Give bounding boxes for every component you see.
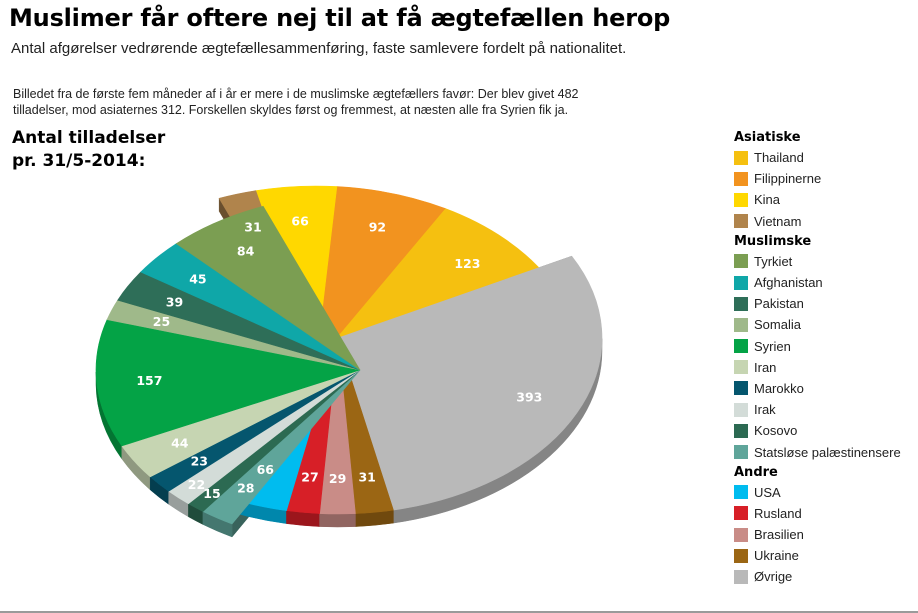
legend-label: Irak <box>754 402 776 418</box>
pie-labels: 1239266313933129276628152223441572539458… <box>136 214 542 501</box>
legend-item-statslose-palaestinensere: Statsløse palæstinensere <box>734 441 918 462</box>
legend-swatch <box>734 506 748 521</box>
value-label-syrien: 157 <box>136 373 162 388</box>
value-label-iran: 44 <box>171 436 189 451</box>
value-label-ovrige: 393 <box>516 390 542 405</box>
pie-slice-tyrkiet <box>175 205 361 371</box>
legend-label: Pakistan <box>754 296 804 312</box>
legend-swatch <box>734 296 748 311</box>
pie-side-brasilien <box>319 513 356 528</box>
legend-item-irak: Irak <box>734 399 918 420</box>
value-label-filippinerne: 92 <box>369 219 386 234</box>
legend-item-somalia: Somalia <box>734 314 918 335</box>
chart-title: Muslimer får oftere nej til at få ægtefæ… <box>9 4 671 32</box>
legend-swatch <box>734 548 748 563</box>
count-title-line2: pr. 31/5-2014: <box>12 151 146 171</box>
legend-item-marokko: Marokko <box>734 378 918 399</box>
legend-item-kosovo: Kosovo <box>734 420 918 441</box>
legend-swatch <box>734 360 748 375</box>
legend-swatch <box>734 485 748 500</box>
legend-swatch <box>734 339 748 354</box>
value-label-ukraine: 31 <box>358 469 375 484</box>
legend-item-pakistan: Pakistan <box>734 293 918 314</box>
legend-swatch <box>734 569 748 584</box>
legend-swatch <box>734 527 748 542</box>
legend-group-andre: Andre <box>734 464 778 480</box>
legend-label: Somalia <box>754 317 801 333</box>
value-label-somalia: 25 <box>153 314 170 329</box>
legend-item-usa: USA <box>734 482 918 503</box>
legend-label: Marokko <box>754 380 804 396</box>
legend-item-thailand: Thailand <box>734 147 918 168</box>
legend-swatch <box>734 275 748 290</box>
legend-item-filippinerne: Filippinerne <box>734 168 918 189</box>
legend-swatch <box>734 317 748 332</box>
legend-swatch <box>734 445 748 460</box>
legend-item-tyrkiet: Tyrkiet <box>734 251 918 272</box>
value-label-vietnam: 31 <box>244 220 261 235</box>
pie-slice-ovrige <box>337 255 603 511</box>
value-label-brasilien: 29 <box>329 471 346 486</box>
legend-swatch <box>734 192 748 207</box>
legend-item-ovrige: Øvrige <box>734 566 918 587</box>
bottom-divider <box>0 611 918 613</box>
count-title: Antal tilladelser pr. 31/5-2014: <box>12 127 165 173</box>
pie-tops <box>95 185 603 525</box>
value-label-statslose-palaestinensere: 28 <box>237 480 254 495</box>
pie-slice-syrien <box>95 319 361 447</box>
legend-swatch <box>734 254 748 269</box>
legend-label: Iran <box>754 359 777 375</box>
legend-label: Statsløse palæstinensere <box>754 444 901 460</box>
legend-item-kina: Kina <box>734 189 918 210</box>
value-label-tyrkiet: 84 <box>237 244 255 259</box>
legend-swatch <box>734 402 748 417</box>
legend-label: Rusland <box>754 505 802 521</box>
legend-label: Kina <box>754 192 781 208</box>
value-label-thailand: 123 <box>454 256 480 271</box>
legend-item-brasilien: Brasilien <box>734 524 918 545</box>
chart-note: Billedet fra de første fem måneder af i … <box>13 87 579 117</box>
value-label-marokko: 23 <box>191 453 208 468</box>
legend-label: Tyrkiet <box>754 253 793 269</box>
value-label-usa: 66 <box>257 462 275 477</box>
value-label-pakistan: 39 <box>166 295 183 310</box>
count-title-line1: Antal tilladelser <box>12 128 166 148</box>
legend-item-syrien: Syrien <box>734 336 918 357</box>
legend-label: Afghanistan <box>754 275 823 291</box>
legend-item-vietnam: Vietnam <box>734 211 918 232</box>
pie-slice-filippinerne <box>315 186 446 363</box>
legend-label: USA <box>754 484 781 500</box>
legend: Asiatiske Thailand Filippinerne Kina Vietnam… <box>734 128 918 588</box>
legend-item-iran: Iran <box>734 357 918 378</box>
legend-label: Ukraine <box>754 548 799 564</box>
legend-item-rusland: Rusland <box>734 503 918 524</box>
legend-label: Thailand <box>754 150 804 166</box>
value-label-afghanistan: 45 <box>189 272 206 287</box>
legend-label: Vietnam <box>754 213 802 229</box>
chart-subtitle: Antal afgørelser vedrørende ægtefællesam… <box>11 40 627 57</box>
legend-item-ukraine: Ukraine <box>734 545 918 566</box>
value-label-rusland: 27 <box>301 470 318 485</box>
legend-swatch <box>734 423 748 438</box>
legend-label: Brasilien <box>754 527 804 543</box>
value-label-kosovo: 15 <box>203 486 220 501</box>
value-label-irak: 22 <box>188 477 205 492</box>
legend-item-afghanistan: Afghanistan <box>734 272 918 293</box>
legend-label: Filippinerne <box>754 171 822 187</box>
legend-swatch <box>734 214 748 229</box>
value-label-kina: 66 <box>291 214 309 229</box>
legend-swatch <box>734 171 748 186</box>
legend-label: Syrien <box>754 338 791 354</box>
legend-label: Kosovo <box>754 423 798 439</box>
legend-group-muslimske: Muslimske <box>734 233 812 249</box>
legend-label: Øvrige <box>754 569 793 585</box>
legend-group-asiatiske: Asiatiske <box>734 130 801 145</box>
legend-swatch <box>734 150 748 165</box>
legend-swatch <box>734 381 748 396</box>
